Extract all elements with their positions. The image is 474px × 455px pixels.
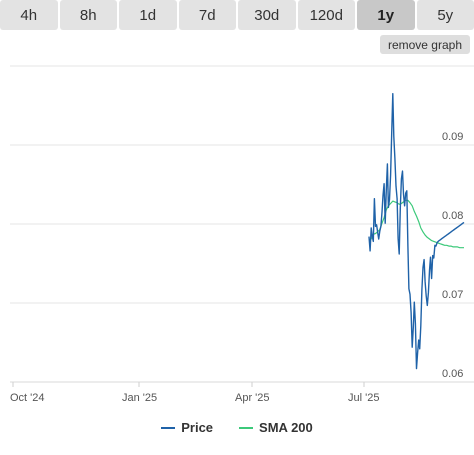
remove-graph-button[interactable]: remove graph bbox=[379, 35, 470, 54]
legend-item-price[interactable]: Price bbox=[161, 420, 213, 435]
tab-1y[interactable]: 1y bbox=[357, 0, 415, 30]
x-tick-label: Apr '25 bbox=[235, 392, 270, 404]
series-group bbox=[368, 92, 465, 370]
legend-label-price: Price bbox=[181, 420, 214, 435]
sma-swatch bbox=[239, 426, 254, 429]
y-tick-label: 0.07 bbox=[442, 289, 463, 301]
y-tick-label: 0.08 bbox=[442, 210, 463, 222]
price-swatch bbox=[161, 426, 176, 429]
legend-item-sma[interactable]: SMA 200 bbox=[239, 420, 313, 435]
timeframe-tabs: 4h 8h 1d 7d 30d 120d 1y 5y bbox=[0, 0, 474, 30]
y-axis: 0.09 0.08 0.07 0.06 bbox=[442, 131, 463, 380]
tab-4h[interactable]: 4h bbox=[0, 0, 58, 30]
x-tick-label: Jan '25 bbox=[122, 392, 157, 404]
tab-8h[interactable]: 8h bbox=[59, 0, 117, 30]
x-tick-label: Oct '24 bbox=[10, 392, 45, 404]
chart-legend: Price SMA 200 bbox=[0, 420, 474, 435]
x-tick-label: Jul '25 bbox=[348, 392, 379, 404]
tab-5y[interactable]: 5y bbox=[416, 0, 474, 30]
x-axis: Oct '24 Jan '25 Apr '25 Jul '25 bbox=[10, 392, 379, 404]
y-tick-label: 0.06 bbox=[442, 368, 463, 380]
tab-1d[interactable]: 1d bbox=[119, 0, 177, 30]
tab-30d[interactable]: 30d bbox=[238, 0, 296, 30]
tab-120d[interactable]: 120d bbox=[297, 0, 355, 30]
tab-7d[interactable]: 7d bbox=[178, 0, 236, 30]
y-tick-label: 0.09 bbox=[442, 131, 463, 143]
price-line bbox=[368, 92, 465, 370]
chart-grid bbox=[10, 65, 474, 387]
legend-label-sma: SMA 200 bbox=[259, 420, 313, 435]
